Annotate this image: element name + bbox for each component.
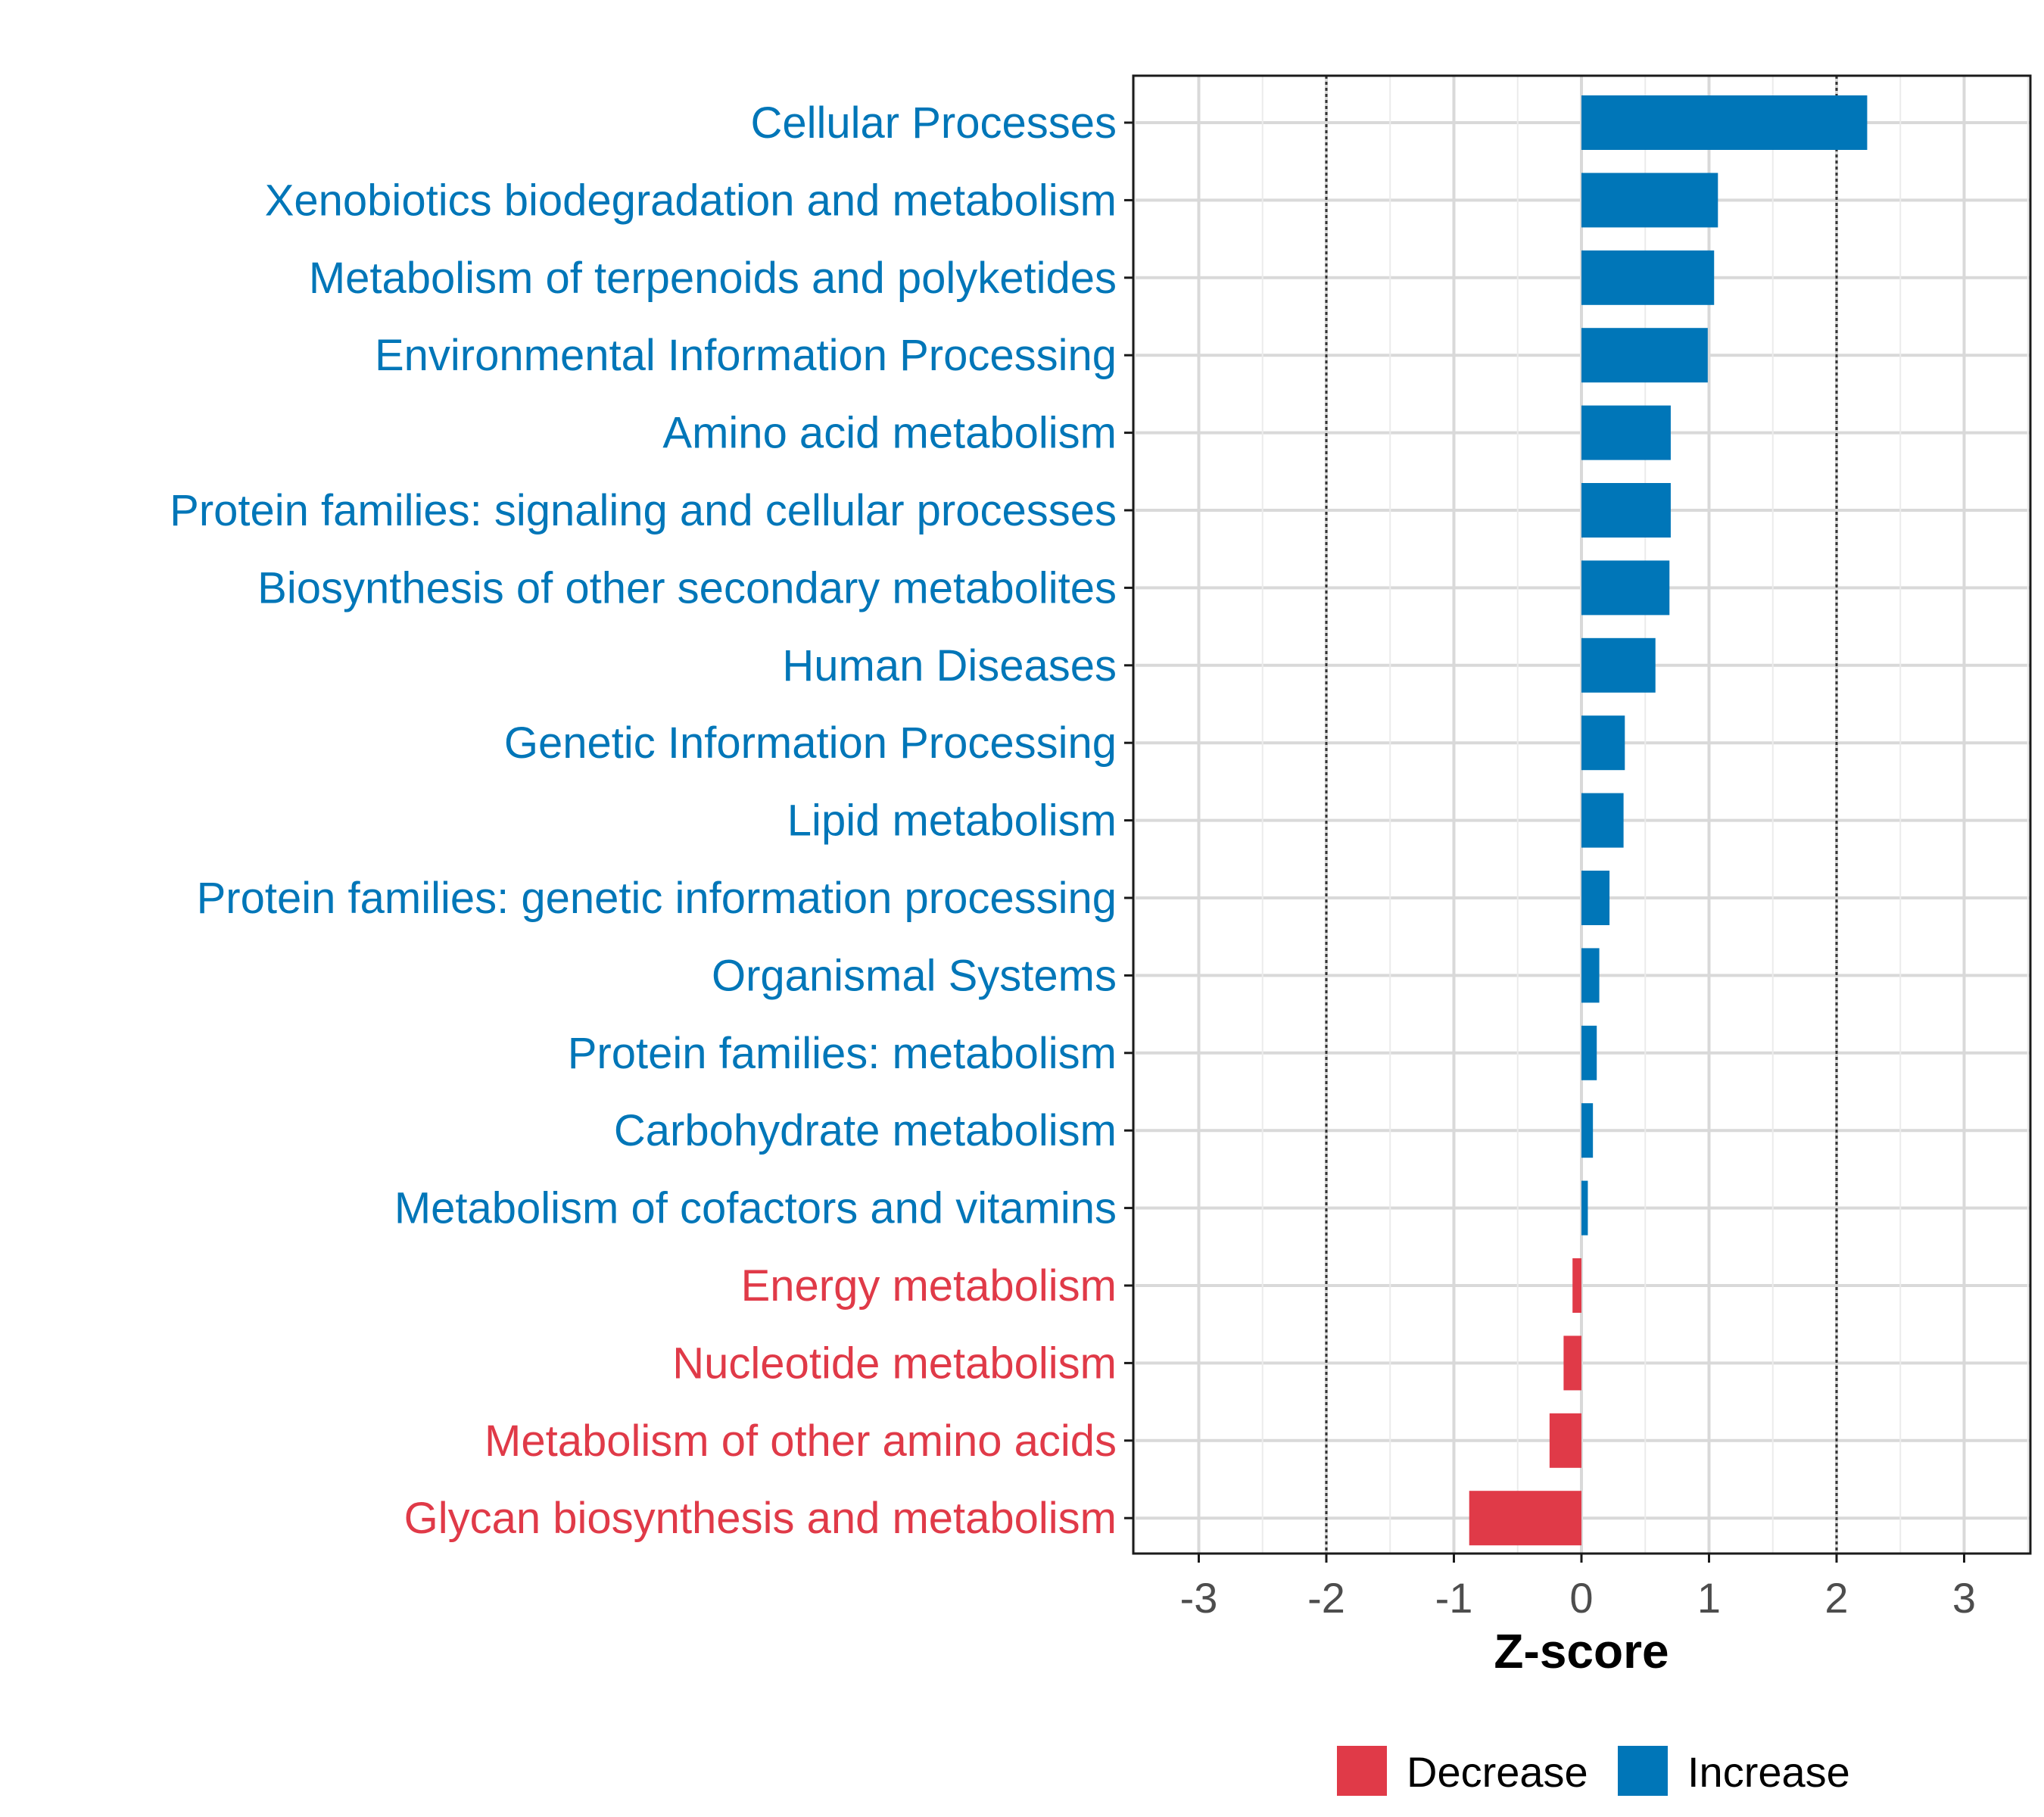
bar (1581, 173, 1718, 228)
y-tick-label: Metabolism of other amino acids (485, 1417, 1117, 1466)
bar (1581, 1025, 1597, 1080)
y-tick-label: Amino acid metabolism (662, 409, 1117, 458)
x-tick-label: 2 (1824, 1574, 1848, 1622)
y-tick-label: Environmental Information Processing (375, 331, 1117, 380)
x-tick-label: -1 (1435, 1574, 1473, 1622)
x-tick-label: 0 (1569, 1574, 1593, 1622)
reference-lines (1325, 76, 1838, 1554)
bar (1581, 793, 1624, 848)
bars (1469, 95, 1868, 1546)
y-tick-label: Metabolism of terpenoids and polyketides (309, 254, 1117, 303)
x-tick-label: 1 (1697, 1574, 1721, 1622)
legend-swatch (1618, 1746, 1668, 1796)
bar (1563, 1335, 1581, 1391)
legend-label: Increase (1687, 1748, 1850, 1796)
y-tick-label: Lipid metabolism (787, 796, 1117, 846)
y-tick-label: Human Diseases (782, 641, 1117, 690)
y-tick-label: Energy metabolism (741, 1261, 1117, 1311)
y-tick-label: Protein families: genetic information pr… (197, 874, 1117, 923)
y-tick-label: Metabolism of cofactors and vitamins (394, 1184, 1117, 1233)
x-tick-label: -2 (1307, 1574, 1345, 1622)
bar (1581, 328, 1708, 383)
bar (1581, 871, 1610, 925)
bar (1581, 715, 1625, 771)
x-ticks (1198, 1554, 1965, 1563)
y-tick-label: Protein families: signaling and cellular… (170, 486, 1117, 535)
y-tick-label: Xenobiotics biodegradation and metabolis… (265, 176, 1117, 225)
bar (1581, 560, 1670, 616)
x-tick-labels: -3 -2 -1 0 1 2 3 (1180, 1574, 1976, 1622)
y-tick-labels: Cellular Processes Xenobiotics biodegrada… (170, 98, 1117, 1543)
y-tick-label: Organismal Systems (712, 951, 1117, 1000)
y-tick-label: Protein families: metabolism (568, 1029, 1117, 1078)
y-tick-label: Nucleotide metabolism (672, 1339, 1117, 1388)
y-tick-label: Biosynthesis of other secondary metaboli… (257, 563, 1117, 612)
x-axis-title: Z-score (1494, 1624, 1669, 1678)
bar (1581, 483, 1671, 538)
bar (1469, 1491, 1581, 1546)
bar (1581, 405, 1671, 460)
y-tick-label: Cellular Processes (750, 98, 1117, 148)
bar (1572, 1258, 1581, 1313)
y-tick-label: Glycan biosynthesis and metabolism (404, 1494, 1117, 1543)
y-ticks (1124, 121, 1133, 1519)
bar (1581, 1103, 1594, 1158)
y-tick-label: Carbohydrate metabolism (614, 1106, 1117, 1155)
legend-label: Decrease (1407, 1748, 1588, 1796)
legend-swatch (1337, 1746, 1387, 1796)
bar (1581, 637, 1656, 693)
bar (1581, 1180, 1588, 1236)
bar (1581, 250, 1715, 305)
x-tick-label: -3 (1180, 1574, 1218, 1622)
bar (1581, 948, 1600, 1003)
bar (1549, 1413, 1581, 1468)
y-tick-label: Genetic Information Processing (504, 718, 1117, 768)
bar (1581, 95, 1868, 150)
x-tick-label: 3 (1952, 1574, 1976, 1622)
legend: Decrease Increase (1337, 1746, 1850, 1796)
